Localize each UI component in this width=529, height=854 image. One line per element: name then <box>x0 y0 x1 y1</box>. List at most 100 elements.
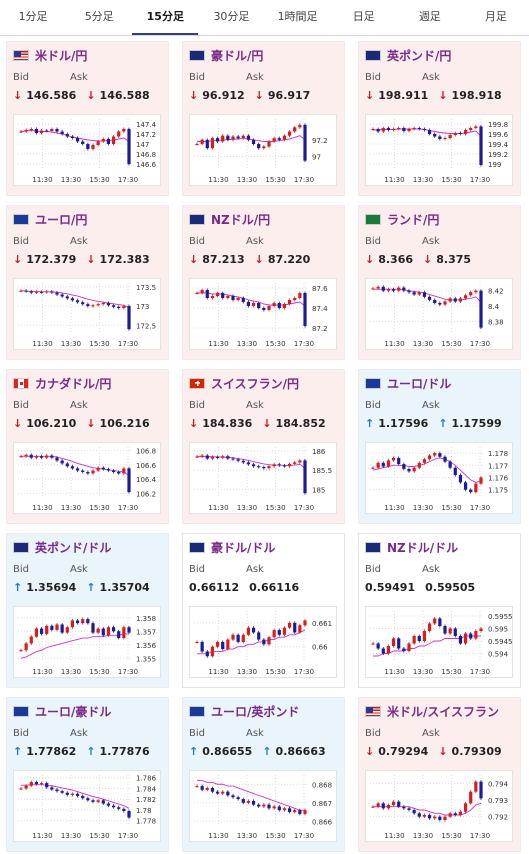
tab-3[interactable]: 30分足 <box>213 10 250 23</box>
candle <box>391 457 396 461</box>
pair-name[interactable]: ユーロ/英ポンド <box>211 704 300 719</box>
arrow-up-icon: ↑ <box>262 745 272 758</box>
mini-chart[interactable]: 0.794 0.793 0.792 11:30 13:30 15:30 17:30 <box>365 770 513 842</box>
card-title-row: 英ポンド/円 <box>365 47 514 63</box>
card-title-row: 米ドル/円 <box>13 47 162 63</box>
currency-card-14[interactable]: 米ドル/スイスフラン Bid Ask ↓ 0.79294 ↓ 0.79309 0.794 0.7… <box>358 697 521 852</box>
mini-chart[interactable]: 106.8 106.6 106.4 106.2 11:30 13:30 15:30 17:30 <box>13 442 161 514</box>
candle <box>469 791 473 804</box>
x-tick-label: 13:30 <box>413 176 433 184</box>
currency-card-4[interactable]: NZドル/円 Bid Ask ↓ 87.213 ↓ 87.220 87.6 87.4 87.2 11… <box>182 205 345 360</box>
y-tick-label: 146.6 <box>136 161 157 169</box>
candle <box>221 293 225 298</box>
pair-name[interactable]: ユーロ/豪ドル <box>35 704 112 719</box>
currency-card-1[interactable]: 豪ドル/円 Bid Ask ↓ 96.912 ↓ 96.917 97.2 97 11:30 13:3… <box>182 41 345 196</box>
candle <box>422 459 427 463</box>
currency-card-8[interactable]: ユーロ/ドル Bid Ask ↑ 1.17596 ↑ 1.17599 1.178 1.177 1.… <box>358 369 521 524</box>
moving-average-line <box>20 290 130 309</box>
pair-name[interactable]: NZドル/ドル <box>387 540 459 555</box>
pair-name[interactable]: スイスフラン/円 <box>211 376 300 391</box>
card-title-row: ユーロ/円 <box>13 211 162 227</box>
candle <box>241 298 245 302</box>
currency-card-3[interactable]: ユーロ/円 Bid Ask ↓ 172.379 ↓ 172.383 173.5 173 172.5… <box>6 205 169 360</box>
pair-name[interactable]: ユーロ/ドル <box>387 376 452 391</box>
candle <box>303 293 307 326</box>
pair-name[interactable]: 豪ドル/円 <box>211 48 264 63</box>
currency-card-6[interactable]: カナダドル/円 Bid Ask ↓ 106.210 ↓ 106.216 106.8 106.6 1… <box>6 369 169 524</box>
currency-card-12[interactable]: ユーロ/豪ドル Bid Ask ↑ 1.77862 ↑ 1.77876 1.786 1.784 1… <box>6 697 169 852</box>
tab-1[interactable]: 5分足 <box>84 10 114 23</box>
mini-chart[interactable]: 147.4 147.2 147 146.8 146.6 11:30 13:30 15:30 17… <box>13 114 161 186</box>
currency-card-0[interactable]: 米ドル/円 Bid Ask ↓ 146.586 ↓ 146.588 147.4 147.2 147… <box>6 41 169 196</box>
currency-card-2[interactable]: 英ポンド/円 Bid Ask ↓ 198.911 ↓ 198.918 199.8 199.6 19… <box>358 41 521 196</box>
y-tick-label: 199.2 <box>488 151 508 159</box>
ask-label: Ask <box>422 72 440 83</box>
pair-name[interactable]: 英ポンド/円 <box>387 48 452 63</box>
currency-card-9[interactable]: 英ポンド/ドル Bid Ask ↑ 1.35694 ↑ 1.35704 1.358 1.357 1… <box>6 533 169 688</box>
mini-chart[interactable]: 8.42 8.4 8.38 11:30 13:30 15:30 17:30 <box>365 278 513 350</box>
candle <box>433 134 437 137</box>
candle <box>376 643 380 649</box>
pair-name[interactable]: 米ドル/円 <box>35 48 88 63</box>
pair-name[interactable]: ユーロ/円 <box>35 212 88 227</box>
candle <box>402 464 406 469</box>
tab-7[interactable]: 月足 <box>484 10 507 23</box>
mini-chart[interactable]: 0.661 0.66 11:30 13:30 15:30 17:30 <box>189 606 337 678</box>
x-tick-label: 11:30 <box>32 176 52 184</box>
candle <box>443 816 447 820</box>
pair-name[interactable]: 米ドル/スイスフラン <box>387 704 500 719</box>
candle <box>412 292 416 295</box>
candle <box>39 456 44 458</box>
candle <box>282 627 287 635</box>
x-tick-label: 15:30 <box>89 832 109 840</box>
bid-price: ↓ 146.586 <box>13 89 82 102</box>
tab-5[interactable]: 日足 <box>352 10 375 23</box>
mini-chart[interactable]: 0.868 0.867 0.866 11:30 13:30 15:30 17:30 <box>189 770 337 842</box>
pair-name[interactable]: ランド/円 <box>387 212 440 227</box>
candle <box>433 453 437 456</box>
chart-svg: 186 185.5 185 11:30 13:30 15:30 17:30 <box>194 447 332 512</box>
candle <box>122 306 126 308</box>
candle <box>86 144 90 149</box>
candle <box>479 290 483 328</box>
currency-card-13[interactable]: ユーロ/英ポンド Bid Ask ↑ 0.86655 ↑ 0.86663 0.868 0.867… <box>182 697 345 852</box>
tab-6[interactable]: 週足 <box>418 10 441 23</box>
mini-chart[interactable]: 199.8 199.6 199.4 199.2 199 11:30 13:30 15:30 17… <box>365 114 513 186</box>
candle <box>215 641 220 647</box>
mini-chart[interactable]: 87.6 87.4 87.2 11:30 13:30 15:30 17:30 <box>189 278 337 350</box>
pair-name[interactable]: カナダドル/円 <box>35 376 112 391</box>
mini-chart[interactable]: 1.178 1.177 1.176 1.175 11:30 13:30 15:30 17:30 <box>365 442 513 514</box>
candle <box>221 456 225 458</box>
bid-value: 8.366 <box>378 253 414 266</box>
candle <box>195 641 199 643</box>
candle <box>474 290 478 293</box>
mini-chart[interactable]: 186 185.5 185 11:30 13:30 15:30 17:30 <box>189 442 337 514</box>
currency-card-10[interactable]: 豪ドル/ドル Bid Ask 0.66112 0.66116 0.661 0.66 11:30… <box>182 533 345 688</box>
mini-chart[interactable]: 173.5 173 172.5 11:30 13:30 15:30 17:30 <box>13 278 161 350</box>
tab-4[interactable]: 1時間足 <box>277 10 318 23</box>
candle <box>371 806 375 808</box>
pair-name[interactable]: 豪ドル/ドル <box>211 540 276 555</box>
candle <box>458 636 463 644</box>
candle <box>469 633 473 639</box>
pair-name[interactable]: NZドル/円 <box>211 212 271 227</box>
candle <box>50 455 54 458</box>
y-tick-label: 1.778 <box>136 818 156 826</box>
tab-0[interactable]: 1分足 <box>18 10 48 23</box>
pair-name[interactable]: 英ポンド/ドル <box>35 540 112 555</box>
ask-value: 87.220 <box>267 253 311 266</box>
mini-chart[interactable]: 97.2 97 11:30 13:30 15:30 17:30 <box>189 114 337 186</box>
mini-chart[interactable]: 0.5955 0.595 0.5945 0.594 11:30 13:30 15:30 17:… <box>365 606 513 678</box>
candle <box>376 129 380 132</box>
mini-chart[interactable]: 1.786 1.784 1.782 1.78 1.778 11:30 13:30 15:30 1… <box>13 770 161 842</box>
x-tick-label: 17:30 <box>294 176 314 184</box>
tab-2[interactable]: 15分足 <box>132 0 199 35</box>
candle <box>298 625 302 633</box>
x-tick-label: 13:30 <box>61 668 81 676</box>
currency-card-11[interactable]: NZドル/ドル Bid Ask 0.59491 0.59505 0.5955 0.595 0.… <box>358 533 521 688</box>
currency-card-5[interactable]: ランド/円 Bid Ask ↓ 8.366 ↓ 8.375 8.42 8.4 8.38 11:30 1… <box>358 205 521 360</box>
currency-card-7[interactable]: スイスフラン/円 Bid Ask ↓ 184.836 ↓ 184.852 186 185.5 18… <box>182 369 345 524</box>
candle <box>195 293 199 294</box>
bid-ask-labels: Bid Ask <box>189 728 338 739</box>
mini-chart[interactable]: 1.358 1.357 1.356 1.355 11:30 13:30 15:30 17:30 <box>13 606 161 678</box>
